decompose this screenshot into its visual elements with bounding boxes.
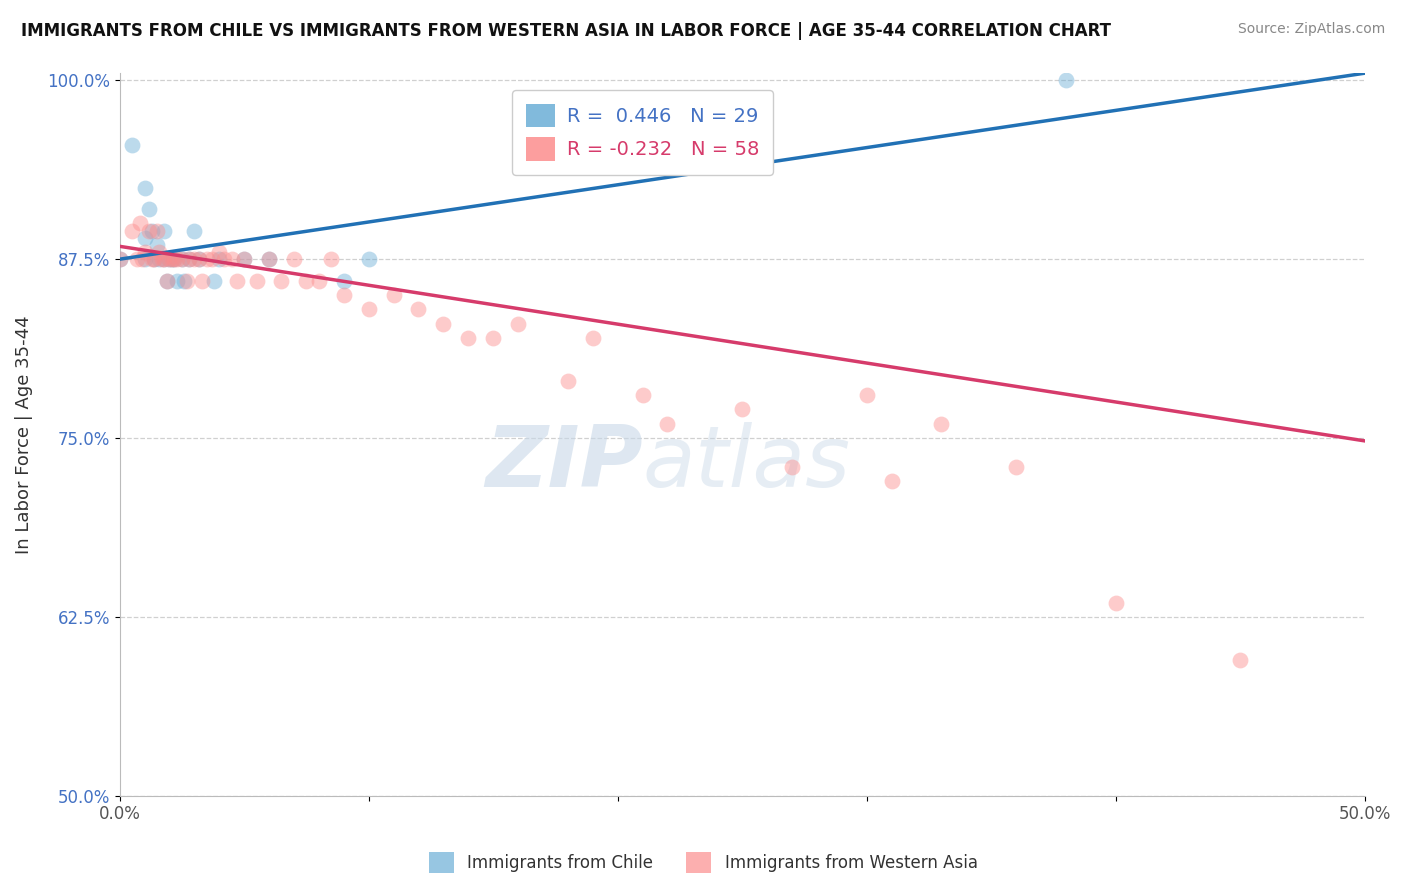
- Point: [1105, 596, 1128, 610]
- Point: [631, 388, 654, 402]
- Point: [148, 245, 170, 260]
- Point: [188, 252, 211, 267]
- Point: [128, 216, 150, 230]
- Legend: Immigrants from Chile, Immigrants from Western Asia: Immigrants from Chile, Immigrants from W…: [422, 846, 984, 880]
- Point: [121, 223, 143, 237]
- Point: [141, 223, 163, 237]
- Point: [160, 252, 183, 267]
- Point: [191, 274, 214, 288]
- Point: [183, 252, 205, 267]
- Point: [308, 274, 330, 288]
- Point: [163, 252, 186, 267]
- Point: [146, 238, 169, 252]
- Point: [108, 252, 131, 267]
- Text: Source: ZipAtlas.com: Source: ZipAtlas.com: [1237, 22, 1385, 37]
- Point: [160, 252, 183, 267]
- Point: [233, 252, 256, 267]
- Point: [221, 252, 243, 267]
- Point: [170, 252, 193, 267]
- Legend: R =  0.446   N = 29, R = -0.232   N = 58: R = 0.446 N = 29, R = -0.232 N = 58: [512, 90, 773, 175]
- Text: IMMIGRANTS FROM CHILE VS IMMIGRANTS FROM WESTERN ASIA IN LABOR FORCE | AGE 35-44: IMMIGRANTS FROM CHILE VS IMMIGRANTS FROM…: [21, 22, 1111, 40]
- Point: [141, 252, 163, 267]
- Point: [157, 252, 180, 267]
- Point: [332, 274, 354, 288]
- Point: [108, 252, 131, 267]
- Point: [153, 252, 176, 267]
- Point: [150, 252, 173, 267]
- Point: [357, 252, 380, 267]
- Point: [780, 459, 803, 474]
- Point: [382, 288, 405, 302]
- Point: [183, 223, 205, 237]
- Point: [225, 274, 247, 288]
- Point: [156, 274, 179, 288]
- Point: [143, 252, 166, 267]
- Point: [166, 274, 188, 288]
- Point: [202, 274, 225, 288]
- Point: [270, 274, 292, 288]
- Point: [195, 252, 218, 267]
- Point: [157, 252, 180, 267]
- Y-axis label: In Labor Force | Age 35-44: In Labor Force | Age 35-44: [15, 315, 32, 554]
- Point: [208, 245, 231, 260]
- Point: [1229, 653, 1251, 667]
- Point: [201, 252, 224, 267]
- Point: [153, 223, 176, 237]
- Point: [457, 331, 479, 345]
- Point: [179, 252, 201, 267]
- Point: [233, 252, 256, 267]
- Point: [432, 317, 454, 331]
- Point: [245, 274, 267, 288]
- Point: [657, 417, 679, 431]
- Point: [134, 245, 156, 260]
- Point: [557, 374, 579, 388]
- Point: [506, 317, 529, 331]
- Point: [176, 274, 198, 288]
- Text: ZIP: ZIP: [485, 422, 643, 505]
- Point: [582, 331, 605, 345]
- Point: [332, 288, 354, 302]
- Point: [170, 252, 193, 267]
- Point: [143, 252, 166, 267]
- Point: [283, 252, 305, 267]
- Point: [173, 274, 195, 288]
- Point: [295, 274, 318, 288]
- Point: [121, 137, 143, 152]
- Point: [138, 223, 160, 237]
- Point: [188, 252, 211, 267]
- Point: [931, 417, 953, 431]
- Point: [880, 474, 903, 488]
- Point: [1054, 73, 1077, 87]
- Point: [156, 274, 179, 288]
- Point: [166, 252, 188, 267]
- Text: atlas: atlas: [643, 422, 851, 505]
- Point: [208, 252, 231, 267]
- Point: [138, 202, 160, 216]
- Point: [153, 252, 176, 267]
- Point: [131, 252, 153, 267]
- Point: [731, 402, 754, 417]
- Point: [125, 252, 148, 267]
- Point: [212, 252, 235, 267]
- Point: [134, 180, 156, 194]
- Point: [179, 252, 201, 267]
- Point: [163, 252, 186, 267]
- Point: [408, 302, 430, 317]
- Point: [146, 223, 169, 237]
- Point: [257, 252, 280, 267]
- Point: [148, 252, 170, 267]
- Point: [482, 331, 505, 345]
- Point: [257, 252, 280, 267]
- Point: [855, 388, 877, 402]
- Point: [134, 231, 156, 245]
- Point: [321, 252, 343, 267]
- Point: [1005, 459, 1028, 474]
- Point: [134, 252, 156, 267]
- Point: [357, 302, 380, 317]
